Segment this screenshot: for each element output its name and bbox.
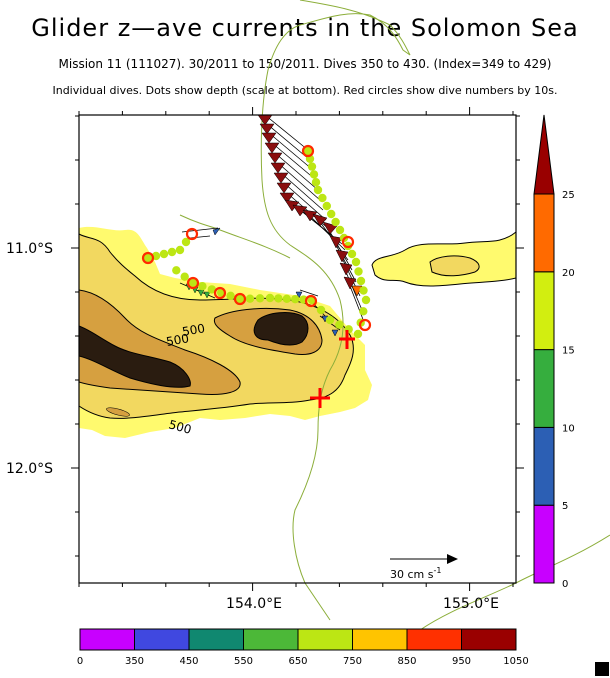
depth-dot — [235, 294, 245, 304]
contour-label: 500 — [167, 417, 193, 436]
terrain-mid-east — [429, 255, 480, 277]
depth-colorbar-label: 850 — [397, 656, 416, 667]
depth-dot — [359, 307, 368, 316]
speed-colorbar-label: 0 — [562, 579, 568, 590]
speed-colorbar-segment — [533, 504, 555, 584]
contour-label: 500 — [165, 331, 190, 349]
speed-colorbar-label: 20 — [562, 268, 575, 279]
depth-colorbar-label: 350 — [125, 656, 144, 667]
depth-dots — [143, 146, 371, 339]
depth-dot — [255, 294, 265, 303]
depth-dot — [359, 286, 368, 295]
map-frame — [78, 114, 517, 584]
depth-dot — [307, 162, 317, 171]
speed-colorbar-segment — [533, 271, 555, 351]
depth-dot — [335, 320, 344, 329]
depth-dot — [181, 237, 191, 247]
depth-dot — [309, 170, 319, 179]
chart-title: Glider z—ave currents in the Solomon Sea — [31, 14, 579, 42]
description-subtitle: Individual dives. Dots show depth (scale… — [52, 84, 558, 97]
depth-colorbar-segment — [243, 628, 299, 651]
axis-ticks — [71, 107, 524, 591]
depth-dot — [356, 276, 366, 286]
depth-dot — [274, 294, 283, 303]
depth-dot — [198, 282, 207, 291]
depth-dot — [303, 146, 313, 156]
depth-colorbar-label: 750 — [343, 656, 362, 667]
speed-colorbar-label: 5 — [562, 501, 568, 512]
depth-colorbar: 0 350 450 550 650 750 850 950 1050 — [77, 628, 529, 667]
x-tick-label: 154.0°E — [226, 596, 282, 612]
speed-colorbar-label: 10 — [562, 423, 575, 434]
depth-dot — [207, 285, 216, 294]
depth-dot — [353, 329, 363, 339]
depth-dot — [318, 193, 327, 203]
depth-colorbar-segment — [461, 628, 517, 651]
depth-dot — [172, 266, 181, 275]
depth-dot — [175, 245, 185, 255]
depth-dot — [226, 291, 235, 300]
depth-dot — [351, 257, 361, 267]
terrain-mid-islet — [106, 407, 130, 417]
depth-colorbar-segment — [134, 628, 190, 651]
depth-dot — [159, 249, 169, 259]
corner-square — [595, 662, 609, 676]
depth-colorbar-segment — [297, 628, 353, 651]
depth-colorbar-label: 550 — [234, 656, 253, 667]
velocity-arrowheads — [257, 114, 357, 290]
depth-dot — [245, 294, 255, 303]
depth-dot — [322, 201, 331, 211]
scale-arrow — [390, 554, 458, 564]
speed-colorbar-segment — [533, 193, 555, 273]
depth-dot — [313, 185, 323, 195]
depth-dot — [291, 295, 300, 304]
scale-arrow-label: 30 cm s-1 — [390, 566, 441, 581]
depth-colorbar-label: 1050 — [503, 656, 528, 667]
depth-colorbar-segment — [352, 628, 408, 651]
depth-dot — [335, 225, 345, 235]
terrain-peak-east — [253, 312, 309, 346]
y-tick-label: 12.0°S — [6, 461, 53, 477]
depth-dot — [143, 253, 153, 263]
depth-dot — [354, 267, 363, 276]
depth-dot — [325, 315, 335, 325]
depth-colorbar-label: 650 — [288, 656, 307, 667]
depth-colorbar-label: 0 — [77, 656, 83, 667]
y-tick-label: 11.0°S — [6, 241, 53, 257]
speed-colorbar-segment — [533, 349, 555, 428]
depth-dot — [316, 305, 326, 315]
depth-dot — [331, 217, 340, 227]
terrain-peak — [79, 325, 191, 388]
depth-dot — [167, 247, 177, 257]
depth-colorbar-segment — [406, 628, 462, 651]
speed-colorbar-label: 25 — [562, 190, 575, 201]
speed-colorbar: 0 5 10 15 20 25 — [533, 114, 575, 590]
depth-dot — [188, 278, 198, 288]
speed-colorbar-label: 15 — [562, 346, 575, 357]
x-tick-label: 155.0°E — [443, 596, 499, 612]
speed-colorbar-segment — [533, 426, 555, 506]
dive-markers — [141, 144, 372, 332]
depth-dot — [361, 295, 371, 305]
contour-label: 500 — [181, 321, 206, 339]
depth-dot — [347, 249, 357, 259]
depth-colorbar-label: 450 — [179, 656, 198, 667]
depth-colorbar-segment — [79, 628, 135, 651]
location-crosses — [310, 330, 355, 408]
depth-dot — [311, 178, 321, 187]
bathymetry-layer — [79, 226, 516, 438]
speed-colorbar-overflow — [533, 114, 555, 195]
depth-colorbar-label: 950 — [452, 656, 471, 667]
depth-colorbar-segment — [188, 628, 244, 651]
mission-subtitle: Mission 11 (111027). 30/2011 to 150/2011… — [58, 57, 552, 71]
depth-dot — [282, 294, 291, 303]
depth-dot — [180, 272, 189, 281]
depth-dot — [327, 209, 336, 219]
depth-dot — [265, 293, 275, 303]
